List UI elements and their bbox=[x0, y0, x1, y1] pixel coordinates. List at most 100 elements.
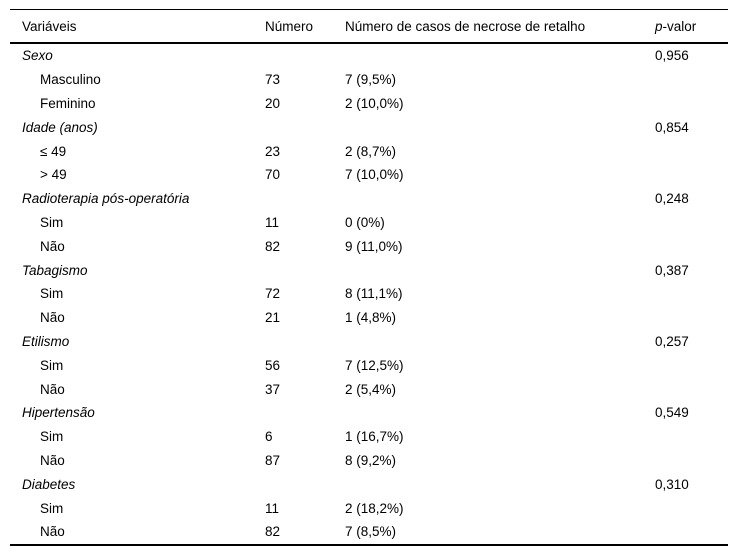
row-cases: 8 (9,2%) bbox=[345, 452, 397, 468]
empty-cell bbox=[655, 163, 728, 187]
table-row: Sim 11 0 (0%) bbox=[10, 211, 728, 235]
table-row: Sim 11 2 (18,2%) bbox=[10, 496, 728, 520]
group-row-diabetes: Diabetes 0,310 bbox=[10, 472, 728, 496]
empty-cell bbox=[345, 258, 655, 282]
row-label: Não bbox=[40, 381, 65, 397]
group-label: Idade (anos) bbox=[22, 119, 98, 135]
table-row: ≤ 49 23 2 (8,7%) bbox=[10, 139, 728, 163]
table-row: Sim 6 1 (16,7%) bbox=[10, 425, 728, 449]
header-p-rest: -valor bbox=[662, 18, 697, 34]
row-cases: 2 (8,7%) bbox=[345, 143, 397, 159]
row-number: 11 bbox=[265, 500, 280, 516]
p-value: 0,956 bbox=[655, 48, 689, 64]
empty-cell bbox=[345, 187, 655, 211]
empty-cell bbox=[265, 401, 345, 425]
row-label: Sim bbox=[40, 357, 64, 373]
table-row: Masculino 73 7 (9,5%) bbox=[10, 68, 728, 92]
header-cases: Número de casos de necrose de retalho bbox=[345, 9, 655, 44]
table-row: Não 82 7 (8,5%) bbox=[10, 520, 728, 545]
row-cases: 7 (10,0%) bbox=[345, 167, 404, 183]
table-row: Sim 56 7 (12,5%) bbox=[10, 353, 728, 377]
row-label: Sim bbox=[40, 500, 64, 516]
empty-cell bbox=[655, 211, 728, 235]
table-row: Sim 72 8 (11,1%) bbox=[10, 282, 728, 306]
row-label: Sim bbox=[40, 214, 64, 230]
empty-cell bbox=[345, 401, 655, 425]
empty-cell bbox=[265, 187, 345, 211]
p-value: 0,257 bbox=[655, 333, 689, 349]
p-value: 0,387 bbox=[655, 262, 689, 278]
row-number: 37 bbox=[265, 381, 281, 397]
row-label: Feminino bbox=[40, 95, 96, 111]
group-row-tabagismo: Tabagismo 0,387 bbox=[10, 258, 728, 282]
p-value: 0,854 bbox=[655, 119, 689, 135]
empty-cell bbox=[655, 92, 728, 116]
table-row: Não 21 1 (4,8%) bbox=[10, 306, 728, 330]
variables-statistics-table: Variáveis Número Número de casos de necr… bbox=[10, 9, 728, 546]
row-number: 70 bbox=[265, 167, 281, 183]
row-number: 23 bbox=[265, 143, 281, 159]
empty-cell bbox=[655, 353, 728, 377]
empty-cell bbox=[655, 234, 728, 258]
empty-cell bbox=[655, 306, 728, 330]
row-label: Sim bbox=[40, 429, 64, 445]
p-value: 0,549 bbox=[655, 405, 689, 421]
row-label: Masculino bbox=[40, 72, 101, 88]
empty-cell bbox=[265, 472, 345, 496]
row-number: 82 bbox=[265, 238, 281, 254]
empty-cell bbox=[655, 520, 728, 545]
row-label: Não bbox=[40, 452, 65, 468]
group-label: Sexo bbox=[22, 48, 53, 64]
row-number: 11 bbox=[265, 214, 280, 230]
row-number: 20 bbox=[265, 95, 281, 111]
row-label: Não bbox=[40, 310, 65, 326]
p-value: 0,310 bbox=[655, 476, 689, 492]
group-row-sexo: Sexo 0,956 bbox=[10, 43, 728, 68]
empty-cell bbox=[265, 258, 345, 282]
row-cases: 2 (5,4%) bbox=[345, 381, 397, 397]
row-number: 21 bbox=[265, 310, 281, 326]
group-row-etilismo: Etilismo 0,257 bbox=[10, 330, 728, 354]
row-number: 87 bbox=[265, 452, 281, 468]
empty-cell bbox=[345, 43, 655, 68]
empty-cell bbox=[265, 330, 345, 354]
row-cases: 7 (12,5%) bbox=[345, 357, 404, 373]
header-variables: Variáveis bbox=[10, 9, 265, 44]
row-cases: 2 (18,2%) bbox=[345, 500, 404, 516]
header-p-value: p-valor bbox=[655, 9, 728, 44]
table-row: Não 37 2 (5,4%) bbox=[10, 377, 728, 401]
row-number: 72 bbox=[265, 286, 281, 302]
empty-cell bbox=[655, 282, 728, 306]
row-cases: 1 (4,8%) bbox=[345, 310, 397, 326]
group-row-hipertensao: Hipertensão 0,549 bbox=[10, 401, 728, 425]
header-number: Número bbox=[265, 9, 345, 44]
empty-cell bbox=[655, 68, 728, 92]
row-cases: 7 (9,5%) bbox=[345, 72, 397, 88]
empty-cell bbox=[265, 43, 345, 68]
empty-cell bbox=[345, 115, 655, 139]
group-label: Diabetes bbox=[22, 476, 76, 492]
row-cases: 1 (16,7%) bbox=[345, 429, 404, 445]
group-label: Radioterapia pós-operatória bbox=[22, 191, 190, 207]
table-row: > 49 70 7 (10,0%) bbox=[10, 163, 728, 187]
row-number: 56 bbox=[265, 357, 281, 373]
header-p-italic: p bbox=[655, 18, 663, 34]
row-number: 73 bbox=[265, 72, 281, 88]
header-row: Variáveis Número Número de casos de necr… bbox=[10, 9, 728, 44]
statistics-table-container: Variáveis Número Número de casos de necr… bbox=[10, 9, 728, 546]
row-cases: 9 (11,0%) bbox=[345, 238, 403, 254]
empty-cell bbox=[345, 330, 655, 354]
empty-cell bbox=[655, 449, 728, 473]
empty-cell bbox=[655, 425, 728, 449]
row-label: Sim bbox=[40, 286, 64, 302]
group-row-radioterapia: Radioterapia pós-operatória 0,248 bbox=[10, 187, 728, 211]
table-row: Não 82 9 (11,0%) bbox=[10, 234, 728, 258]
group-label: Hipertensão bbox=[22, 405, 95, 421]
group-label: Tabagismo bbox=[22, 262, 88, 278]
table-row: Feminino 20 2 (10,0%) bbox=[10, 92, 728, 116]
row-cases: 0 (0%) bbox=[345, 214, 385, 230]
row-label: ≤ 49 bbox=[40, 143, 67, 159]
row-cases: 8 (11,1%) bbox=[345, 286, 403, 302]
row-number: 82 bbox=[265, 524, 281, 540]
group-label: Etilismo bbox=[22, 333, 70, 349]
